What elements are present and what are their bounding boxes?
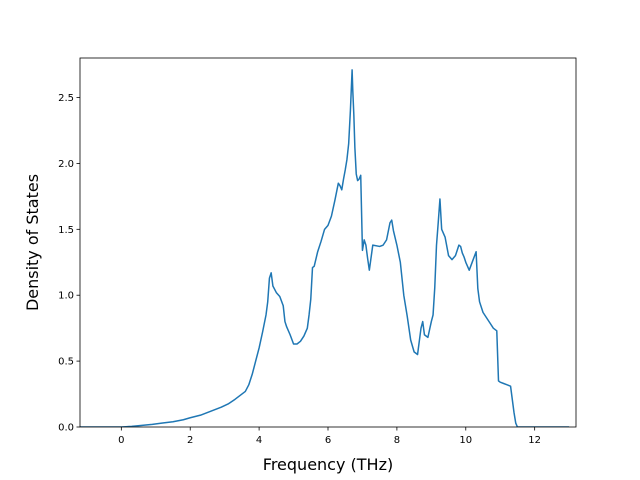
y-tick-label: 2.0 xyxy=(58,159,74,170)
y-axis-ticks: 0.0 0.5 1.0 1.5 2.0 2.5 xyxy=(58,93,80,434)
y-tick-label: 1.0 xyxy=(58,291,74,302)
y-tick-label: 0.0 xyxy=(58,423,74,434)
x-tick-label: 0 xyxy=(118,435,124,446)
x-tick-label: 10 xyxy=(459,435,472,446)
x-tick-label: 12 xyxy=(528,435,541,446)
x-axis-ticks: 0 2 4 6 8 10 12 xyxy=(118,427,541,446)
x-tick-label: 6 xyxy=(325,435,331,446)
x-tick-label: 4 xyxy=(256,435,262,446)
plot-area xyxy=(79,57,577,428)
dos-series-line-0 xyxy=(80,69,570,427)
y-tick-label: 2.5 xyxy=(58,93,74,104)
y-axis-label: Density of States xyxy=(23,174,42,311)
y-tick-label: 1.5 xyxy=(58,225,74,236)
x-axis-label: Frequency (THz) xyxy=(263,455,393,474)
x-tick-label: 2 xyxy=(187,435,193,446)
axes-frame xyxy=(79,57,577,428)
y-tick-label: 0.5 xyxy=(58,357,74,368)
line-layer xyxy=(80,69,570,427)
x-tick-label: 8 xyxy=(394,435,400,446)
